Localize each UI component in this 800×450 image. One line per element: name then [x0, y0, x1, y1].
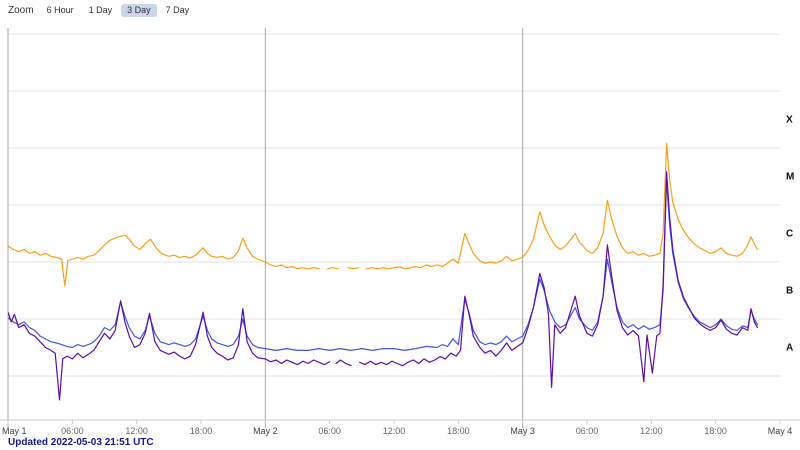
flare-class-label-A: A: [786, 343, 793, 354]
x-axis-label: May 1: [2, 426, 27, 436]
x-axis-label: 06:00: [61, 426, 84, 436]
updated-timestamp: Updated 2022-05-03 21:51 UTC: [8, 437, 154, 448]
x-axis-label: 12:00: [125, 426, 148, 436]
range-button-1day[interactable]: 1 Day: [83, 4, 119, 17]
range-button-3day[interactable]: 3 Day: [121, 4, 157, 17]
range-toolbar: Zoom 6 Hour 1 Day 3 Day 7 Day: [8, 4, 195, 17]
zoom-label: Zoom: [8, 5, 34, 16]
x-axis-label: 12:00: [640, 426, 663, 436]
x-axis-label: 18:00: [704, 426, 727, 436]
flare-class-label-C: C: [786, 229, 793, 240]
flare-class-label-M: M: [786, 172, 794, 183]
series-line-xray-short-b: [8, 171, 759, 401]
flare-class-label-B: B: [786, 286, 793, 297]
series-line-xray-long: [8, 142, 759, 287]
x-axis-label: May 3: [510, 426, 535, 436]
x-axis-label: 06:00: [318, 426, 341, 436]
range-button-7day[interactable]: 7 Day: [160, 4, 196, 17]
x-axis-label: 18:00: [447, 426, 470, 436]
x-axis-label: 12:00: [383, 426, 406, 436]
x-axis-label: May 4: [768, 426, 793, 436]
flare-class-label-X: X: [786, 115, 793, 126]
x-axis-label: May 2: [253, 426, 278, 436]
x-axis-label: 06:00: [576, 426, 599, 436]
x-axis-label: 18:00: [190, 426, 213, 436]
range-button-6hour[interactable]: 6 Hour: [41, 4, 80, 17]
plot-area[interactable]: [8, 28, 780, 420]
